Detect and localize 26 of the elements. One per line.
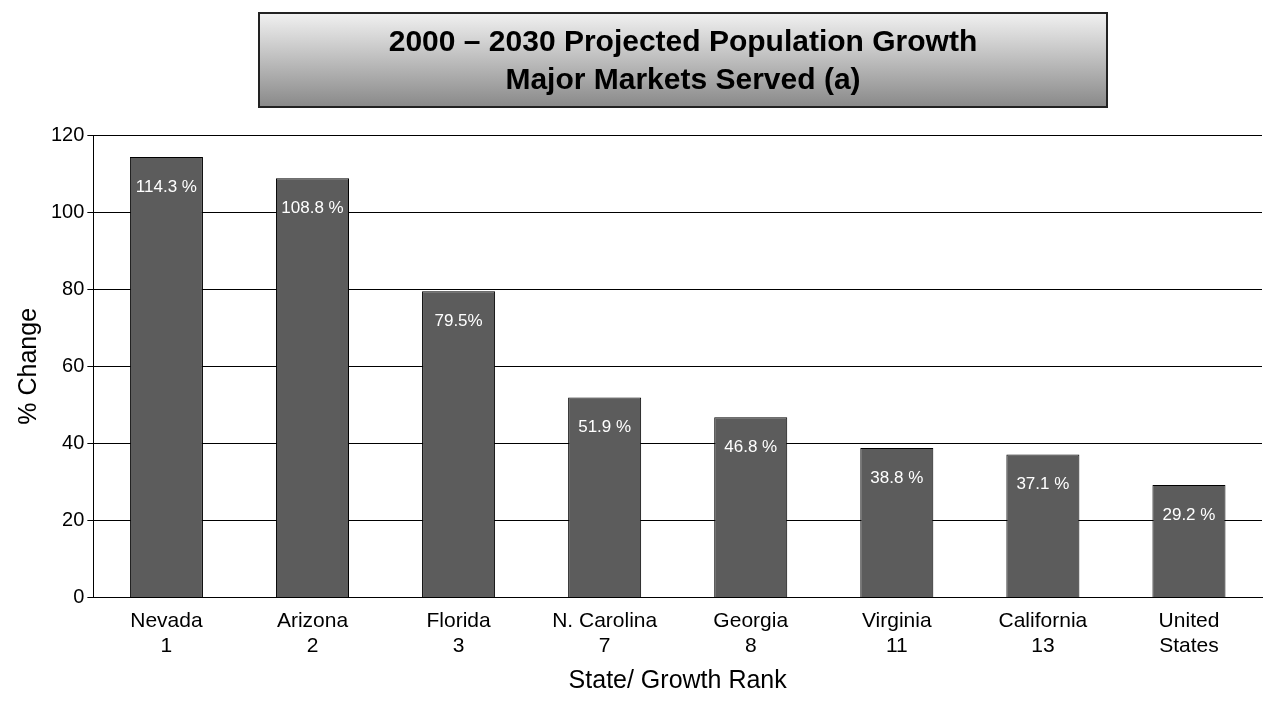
y-tick-label: 20 [62,508,85,531]
y-tick-label: 100 [50,199,85,222]
x-tick-label: N. Carolina 7 [552,608,658,657]
y-tick-label: 80 [62,276,85,299]
data-label: 37.1 % [1016,474,1070,494]
x-tick-label: Georgia 8 [713,608,789,657]
data-label: 79.5% [434,310,483,330]
y-tick-label: 120 [50,122,85,145]
x-axis-title: State/ Growth Rank [568,664,788,693]
data-label: 114.3 % [135,176,197,196]
data-label: 29.2 % [1162,504,1216,524]
y-tick-label: 40 [62,430,85,453]
x-tick-label: California 13 [998,608,1088,657]
x-tick-label: Arizona 2 [276,608,349,657]
x-tick-label: United States [1158,608,1220,657]
y-axis-title: % Change [12,307,41,425]
x-tick-label: Nevada 1 [130,608,203,657]
data-label: 51.9 % [578,417,632,437]
y-tick-label: 0 [73,585,85,608]
data-label: 46.8 % [724,436,778,456]
chart-title: 2000 – 2030 Projected Population Growth Major Markets Served (a) [388,23,978,97]
x-tick-label: Florida 3 [426,608,491,657]
data-label: 38.8 % [870,467,924,487]
data-label: 108.8 % [281,197,344,217]
y-tick-label: 60 [62,353,85,376]
x-tick-label: Virginia 11 [861,608,932,657]
